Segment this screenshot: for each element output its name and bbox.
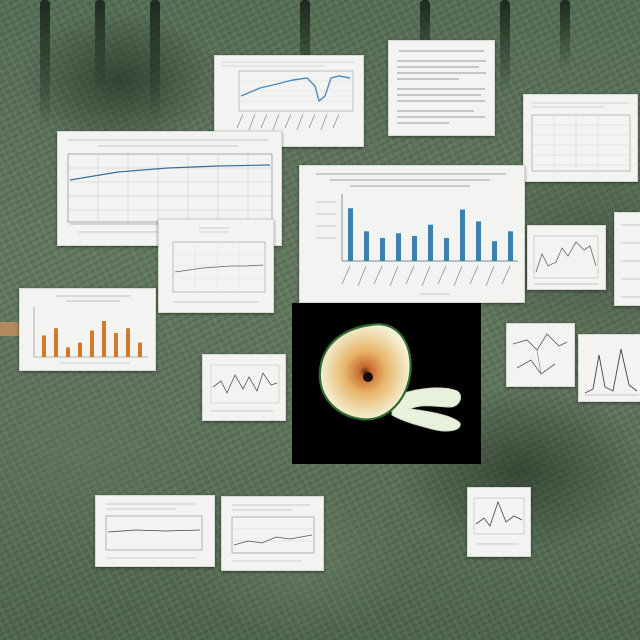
background-tree bbox=[500, 0, 510, 95]
sketch-graphic bbox=[512, 333, 568, 375]
orange-bar bbox=[114, 333, 118, 357]
line-chart-sheet bbox=[214, 55, 364, 147]
spike-chart-sheet bbox=[578, 334, 640, 402]
bottom-chart-sheet bbox=[221, 496, 324, 571]
text-sheet bbox=[388, 40, 495, 136]
table-graphic bbox=[531, 102, 631, 172]
edge-sheet-graphic bbox=[621, 224, 640, 298]
right-line-chart-graphic bbox=[533, 235, 599, 285]
blue-bar bbox=[476, 221, 481, 261]
orange-bar bbox=[90, 330, 94, 357]
blue-bar bbox=[396, 233, 401, 261]
bottom-right-graphic bbox=[473, 497, 525, 545]
background-tree bbox=[150, 0, 160, 120]
sketch-sheet bbox=[506, 323, 575, 387]
small-grid-sheet bbox=[158, 219, 274, 313]
specimen-photo-panel bbox=[292, 303, 481, 464]
edge-sheet bbox=[614, 212, 640, 306]
orange-bar bbox=[66, 347, 70, 357]
bottom-table-graphic bbox=[105, 503, 203, 559]
wave-chart-sheet bbox=[202, 354, 286, 421]
blue-bar-chart-graphic bbox=[316, 173, 518, 295]
blue-bar-chart-sheet bbox=[299, 165, 525, 303]
blue-bar bbox=[492, 241, 497, 261]
orange-bar bbox=[78, 342, 82, 357]
table-sheet bbox=[523, 94, 638, 182]
background-tree bbox=[560, 0, 570, 70]
orange-bar bbox=[42, 335, 46, 357]
bottom-right-sheet bbox=[467, 487, 531, 557]
blue-bar bbox=[444, 237, 449, 261]
blue-bar bbox=[508, 231, 513, 261]
orange-bar-chart-graphic bbox=[33, 295, 148, 364]
small-grid-graphic bbox=[172, 227, 266, 303]
background-tree bbox=[40, 0, 50, 130]
orange-bar-chart-sheet bbox=[19, 288, 156, 371]
spike-chart-graphic bbox=[584, 348, 639, 396]
orange-bar bbox=[138, 342, 142, 357]
right-line-chart-sheet bbox=[527, 225, 606, 290]
blue-bar bbox=[412, 235, 417, 261]
text-lines-graphic bbox=[397, 50, 486, 124]
blue-bar bbox=[380, 237, 385, 261]
background-tree bbox=[95, 0, 105, 90]
wooden-post bbox=[0, 322, 20, 336]
line-chart-graphic bbox=[221, 61, 355, 131]
blue-bar bbox=[348, 208, 353, 261]
orange-bar bbox=[54, 328, 58, 357]
background-tree bbox=[300, 0, 310, 100]
blue-bar bbox=[428, 224, 433, 261]
specimen-graphic bbox=[318, 323, 461, 432]
orange-bar bbox=[102, 321, 106, 357]
orange-bar bbox=[126, 328, 130, 357]
bottom-chart-graphic bbox=[231, 504, 315, 562]
wave-chart-graphic bbox=[210, 364, 280, 412]
blue-bar bbox=[364, 231, 369, 261]
bottom-table-sheet bbox=[95, 495, 215, 567]
blue-bar bbox=[460, 209, 465, 261]
